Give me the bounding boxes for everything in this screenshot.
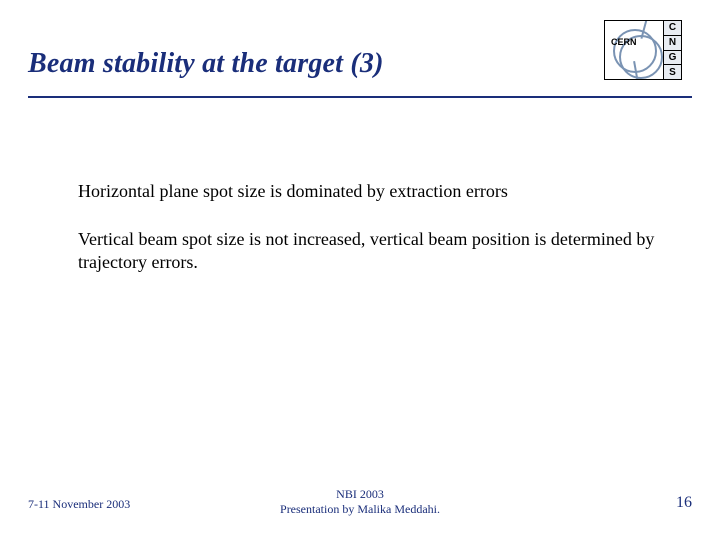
title-underline	[28, 96, 692, 98]
logo-cern-label: CERN	[611, 37, 637, 47]
footer-center: NBI 2003 Presentation by Malika Meddahi.	[0, 487, 720, 516]
slide: CERN C N G S Beam stability at the targe…	[0, 0, 720, 540]
footer: 7-11 November 2003 NBI 2003 Presentation…	[0, 480, 720, 520]
body-paragraph: Vertical beam spot size is not increased…	[78, 228, 662, 275]
slide-title: Beam stability at the target (3)	[28, 48, 692, 80]
slide-number: 16	[676, 494, 692, 512]
body-paragraph: Horizontal plane spot size is dominated …	[78, 180, 662, 203]
body-text-line: Horizontal plane spot size is dominated …	[78, 180, 662, 203]
footer-conference: NBI 2003	[336, 487, 384, 501]
body-text-line: Vertical beam spot size is not increased…	[78, 228, 662, 275]
logo-cell-c: C	[664, 20, 682, 36]
footer-presenter: Presentation by Malika Meddahi.	[280, 502, 440, 516]
header: Beam stability at the target (3)	[28, 48, 692, 80]
